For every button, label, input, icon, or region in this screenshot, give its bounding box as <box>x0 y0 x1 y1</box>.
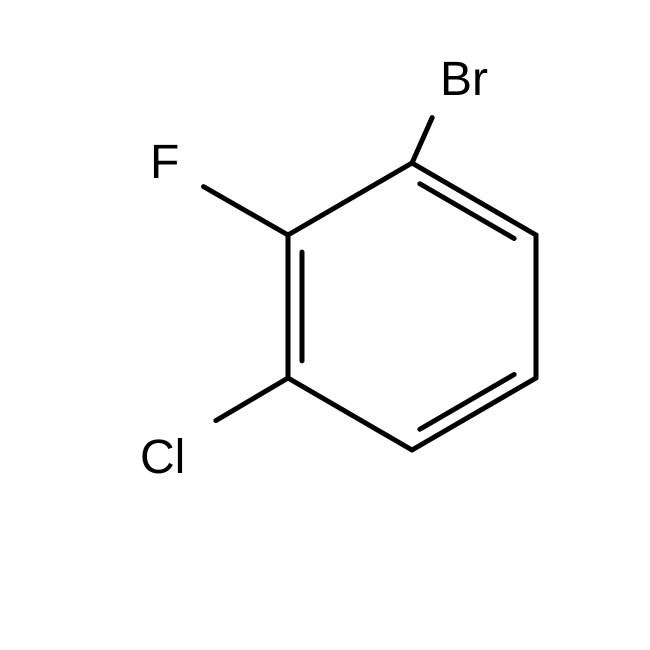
atom-label-cl: Cl <box>140 431 185 484</box>
bond-layer <box>204 118 536 450</box>
molecule-svg: Br F Cl <box>0 0 650 650</box>
atom-label-br: Br <box>440 53 488 106</box>
atom-label-f: F <box>150 136 179 189</box>
